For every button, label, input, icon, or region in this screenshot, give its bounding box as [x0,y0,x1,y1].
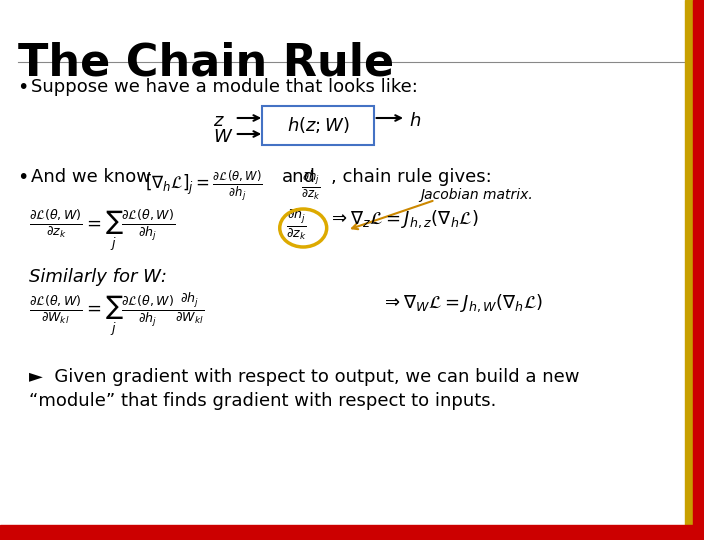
FancyBboxPatch shape [262,106,374,145]
Text: $\frac{\partial h_j}{\partial z_k}$: $\frac{\partial h_j}{\partial z_k}$ [301,168,320,202]
Text: The Chain Rule: The Chain Rule [17,42,394,85]
Text: , chain rule gives:: , chain rule gives: [330,168,491,186]
Text: $[\nabla_h \mathcal{L}]_j = \frac{\partial \mathcal{L}(\theta,W)}{\partial h_j}$: $[\nabla_h \mathcal{L}]_j = \frac{\parti… [145,168,263,202]
Text: Suppose we have a module that looks like:: Suppose we have a module that looks like… [31,78,418,96]
Text: •: • [17,168,29,187]
Text: 27: 27 [10,510,29,525]
Text: Jacobian matrix.: Jacobian matrix. [420,188,534,202]
Text: And we know: And we know [31,168,151,186]
Bar [685,0,704,540]
Text: •: • [17,78,29,97]
Text: “module” that finds gradient with respect to inputs.: “module” that finds gradient with respec… [30,392,497,410]
Text: $\frac{\partial h_j}{\partial z_k}$: $\frac{\partial h_j}{\partial z_k}$ [286,208,306,242]
Text: $z$: $z$ [213,112,225,130]
Text: and: and [282,168,315,186]
Text: ►  Given gradient with respect to output, we can build a new: ► Given gradient with respect to output,… [30,368,580,386]
Text: $\Rightarrow \nabla_W \mathcal{L} = J_{h,W}(\nabla_h \mathcal{L})$: $\Rightarrow \nabla_W \mathcal{L} = J_{h… [382,292,544,314]
Text: $h(z;W)$: $h(z;W)$ [287,115,349,135]
Text: $h$: $h$ [409,112,421,130]
Text: $\frac{\partial \mathcal{L}(\theta,W)}{\partial z_k} = \sum_j \frac{\partial \ma: $\frac{\partial \mathcal{L}(\theta,W)}{\… [30,208,176,253]
Text: $\Rightarrow \nabla_z \mathcal{L} = J_{h,z}(\nabla_h \mathcal{L})$: $\Rightarrow \nabla_z \mathcal{L} = J_{h… [328,208,478,230]
Bar [693,0,704,540]
Text: $W$: $W$ [213,128,233,146]
Text: Similarly for W:: Similarly for W: [30,268,167,286]
Text: $\frac{\partial \mathcal{L}(\theta,W)}{\partial W_{kl}} = \sum_j \frac{\partial : $\frac{\partial \mathcal{L}(\theta,W)}{\… [30,292,204,339]
Bar [0,525,704,540]
